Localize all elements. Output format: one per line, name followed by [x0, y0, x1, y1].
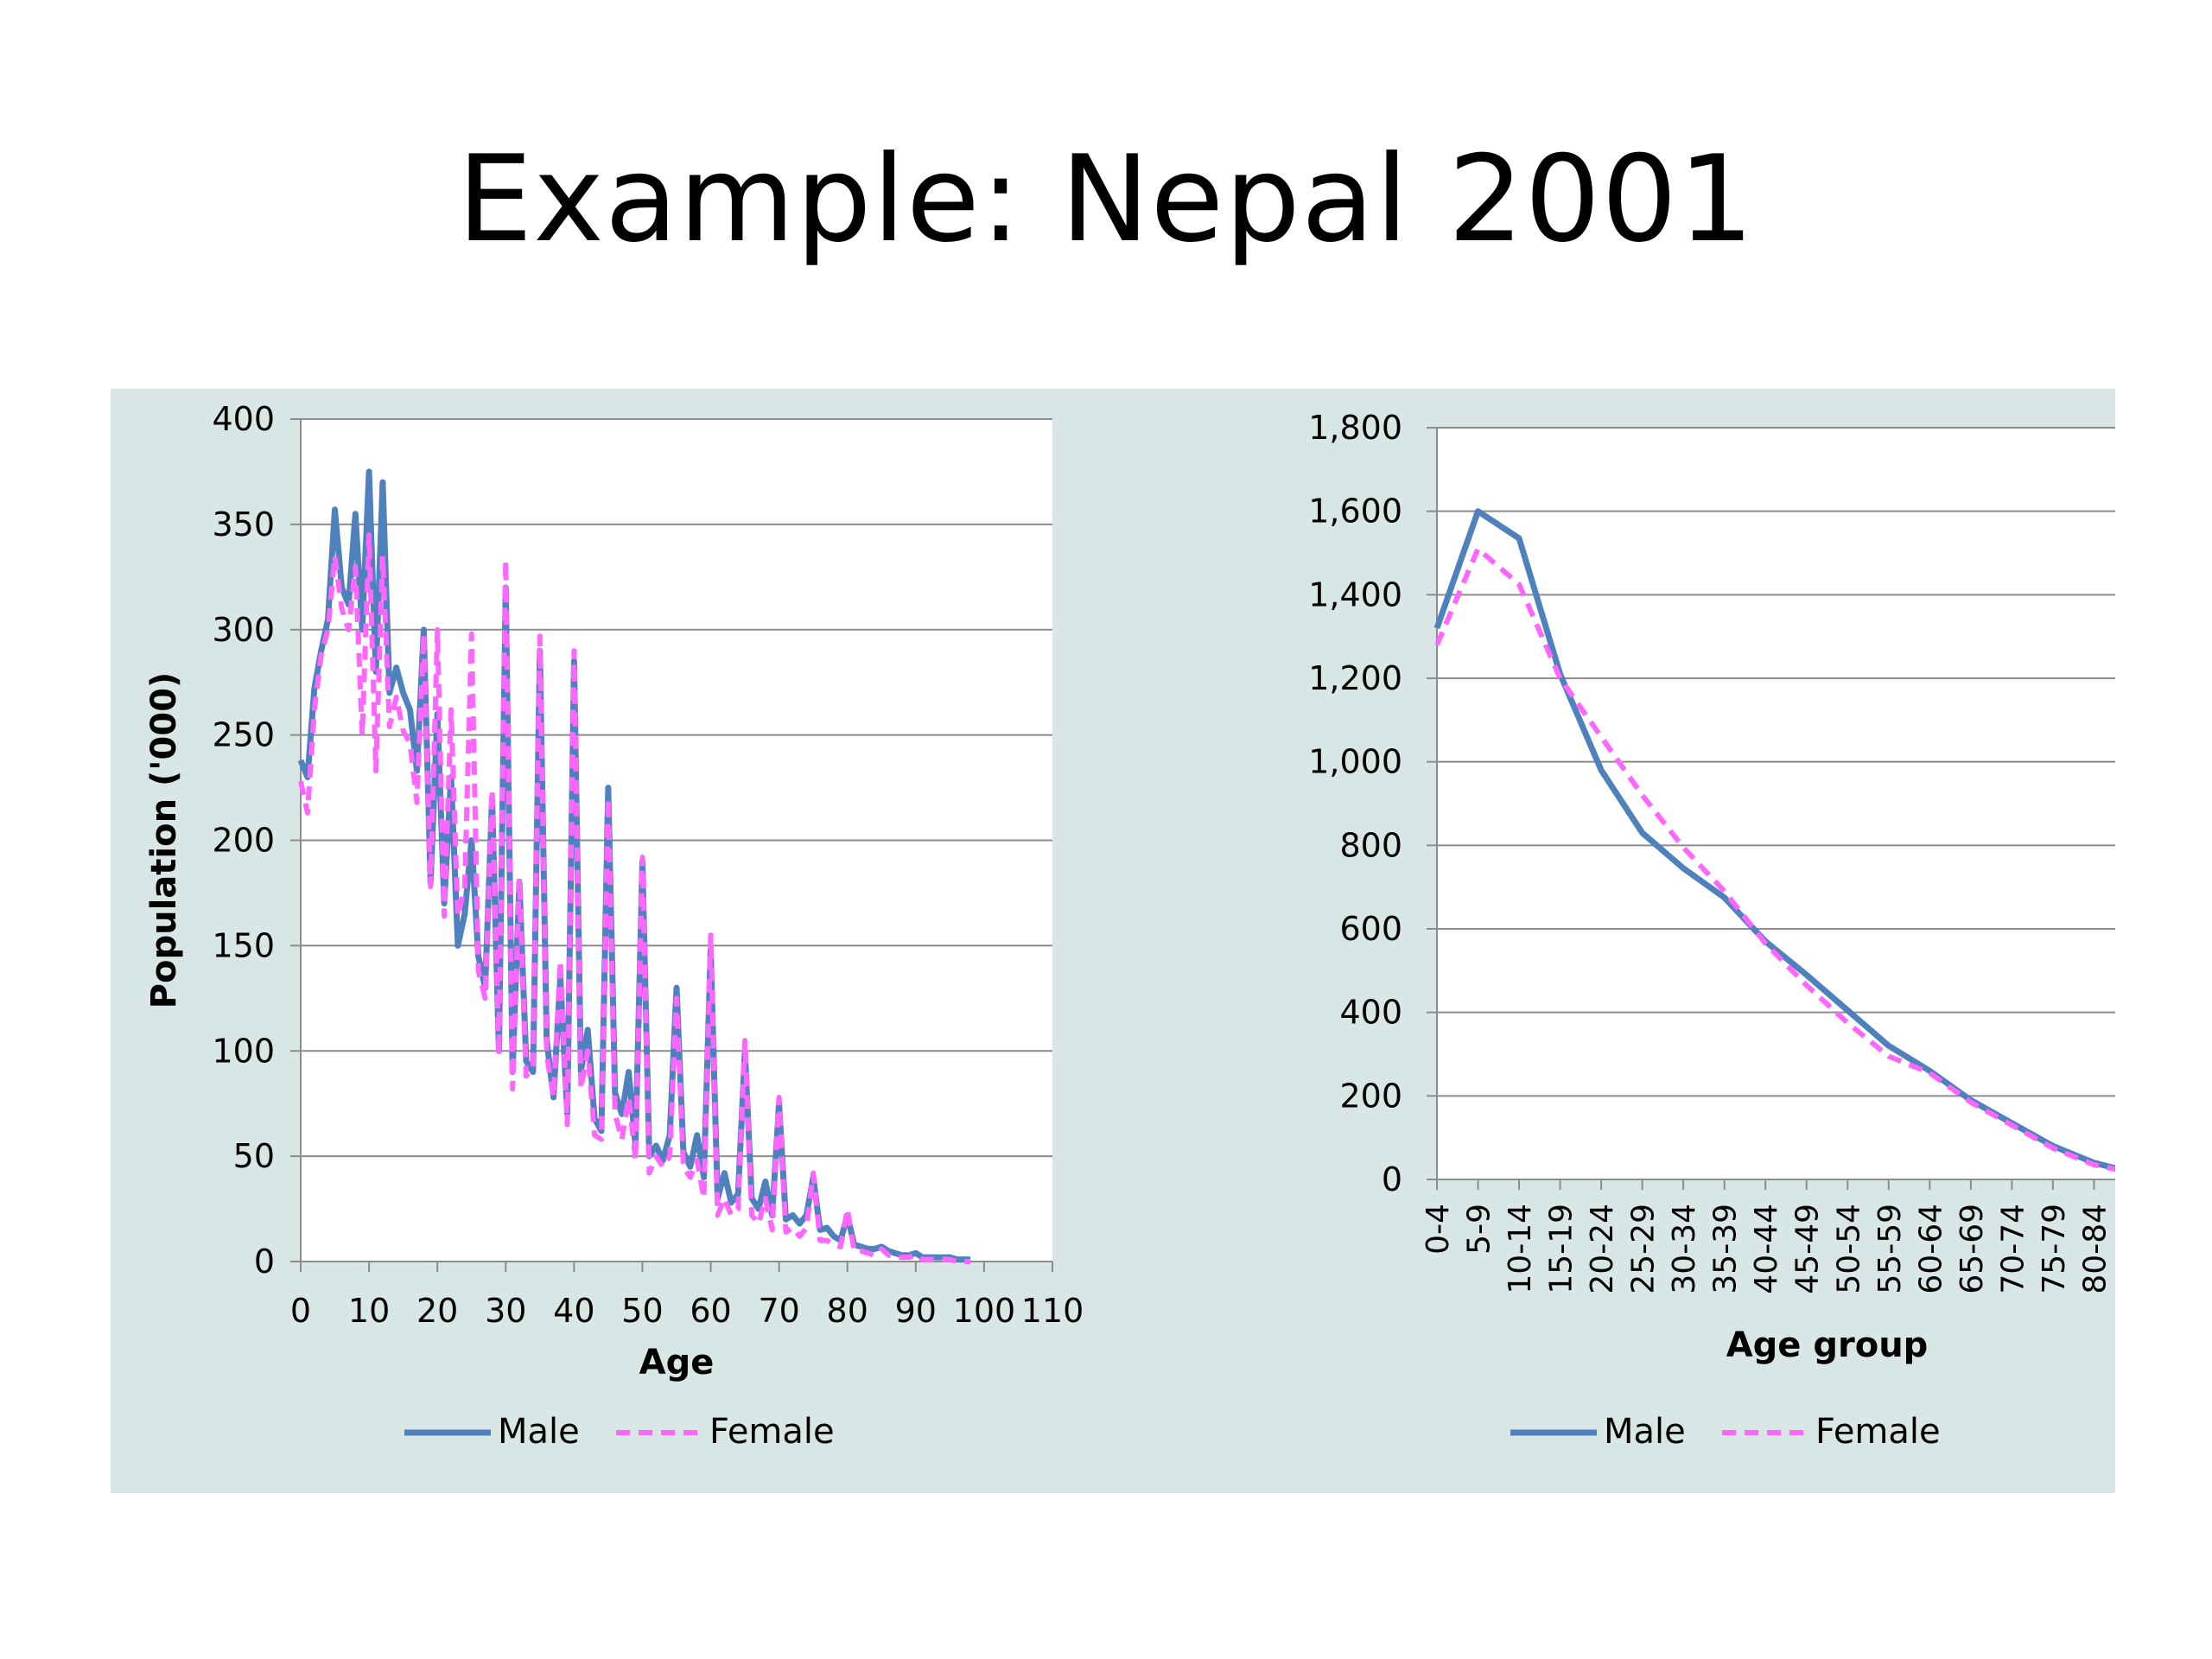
x-tick-label: 35-39 — [1708, 1204, 1744, 1294]
x-tick-label: 40-44 — [1749, 1204, 1784, 1294]
legend-item-female: Female — [616, 1412, 835, 1452]
y-tick-label: 400 — [1339, 994, 1402, 1032]
slide-title: Example: Nepal 2001 — [457, 130, 1755, 269]
y-tick-label: 800 — [1339, 826, 1402, 864]
legend-label: Female — [709, 1412, 835, 1452]
x-tick-label: 75-79 — [2037, 1204, 2072, 1294]
y-tick-label: 100 — [212, 1032, 275, 1070]
series-line-female — [1434, 546, 2115, 1173]
x-axis-label: Age group — [1726, 1325, 1929, 1365]
x-tick-label: 70 — [758, 1292, 799, 1330]
x-tick-label: 5-9 — [1462, 1204, 1497, 1255]
x-tick-label: 70-74 — [1995, 1204, 2031, 1294]
x-tick-label: 0 — [290, 1292, 311, 1330]
x-tick-label: 20 — [416, 1292, 458, 1330]
x-tick-label: 50 — [621, 1292, 663, 1330]
x-tick-label: 25-29 — [1626, 1204, 1662, 1294]
x-tick-label: 60-64 — [1913, 1204, 1948, 1294]
legend-item-male: Male — [404, 1412, 580, 1452]
y-tick-label: 350 — [212, 505, 275, 543]
y-tick-label: 50 — [233, 1137, 275, 1175]
x-tick-label: 45-49 — [1790, 1204, 1826, 1294]
y-tick-label: 1,400 — [1308, 575, 1402, 613]
y-tick-label: 200 — [1339, 1077, 1402, 1115]
chart-panel: 0 50 100 150 200 250 300 350 400 0 10 20 30 40 50 60 70 8… — [111, 389, 2115, 1493]
x-tick-label: 10 — [348, 1292, 390, 1330]
x-tick-label: 80-84 — [2077, 1204, 2113, 1294]
y-tick-label: 250 — [212, 716, 275, 754]
x-tick-label: 110 — [1021, 1292, 1084, 1330]
y-tick-label: 0 — [1382, 1160, 1402, 1198]
y-tick-label: 1,200 — [1308, 659, 1402, 697]
y-tick-label: 600 — [1339, 910, 1402, 948]
x-tick-label: 80 — [827, 1292, 868, 1330]
x-tick-label: 90 — [895, 1292, 937, 1330]
x-tick-label: 40 — [553, 1292, 594, 1330]
x-tick-label: 15-19 — [1544, 1204, 1580, 1294]
legend-label: Male — [1604, 1412, 1686, 1452]
y-tick-label: 0 — [254, 1243, 275, 1281]
y-tick-label: 150 — [212, 926, 275, 964]
x-tick-label: 30 — [485, 1292, 526, 1330]
x-tick-label: 55-59 — [1872, 1204, 1908, 1294]
age-group-chart: 0 200 400 600 800 1,000 1,200 1,400 1,600 1,800 0-… — [1308, 409, 2115, 1452]
x-tick-label: 60 — [690, 1292, 731, 1330]
x-tick-label: 65-69 — [1955, 1204, 1990, 1294]
y-tick-label: 200 — [212, 822, 275, 860]
x-tick-label: 0-4 — [1421, 1204, 1456, 1255]
legend-label: Female — [1815, 1412, 1941, 1452]
y-tick-label: 300 — [212, 611, 275, 649]
y-tick-label: 1,800 — [1308, 409, 1402, 447]
single-age-chart: 0 50 100 150 200 250 300 350 400 0 10 20 30 40 50 60 70 8… — [144, 400, 1084, 1452]
y-axis-label: Population ('000) — [144, 672, 184, 1009]
plot-area — [1437, 428, 2115, 1179]
x-tick-label: 100 — [953, 1292, 1016, 1330]
legend-item-female: Female — [1722, 1412, 1941, 1452]
x-tick-label: 30-34 — [1667, 1204, 1702, 1294]
x-tick-label: 20-24 — [1585, 1204, 1620, 1294]
legend-label: Male — [498, 1412, 580, 1452]
x-tick-label: 50-54 — [1831, 1204, 1866, 1294]
y-tick-label: 1,000 — [1308, 743, 1402, 781]
x-axis-label: Age — [639, 1343, 715, 1382]
legend-item-male: Male — [1510, 1412, 1686, 1452]
y-tick-label: 1,600 — [1308, 493, 1402, 531]
y-tick-label: 400 — [212, 400, 275, 438]
x-tick-label: 10-14 — [1503, 1204, 1538, 1294]
